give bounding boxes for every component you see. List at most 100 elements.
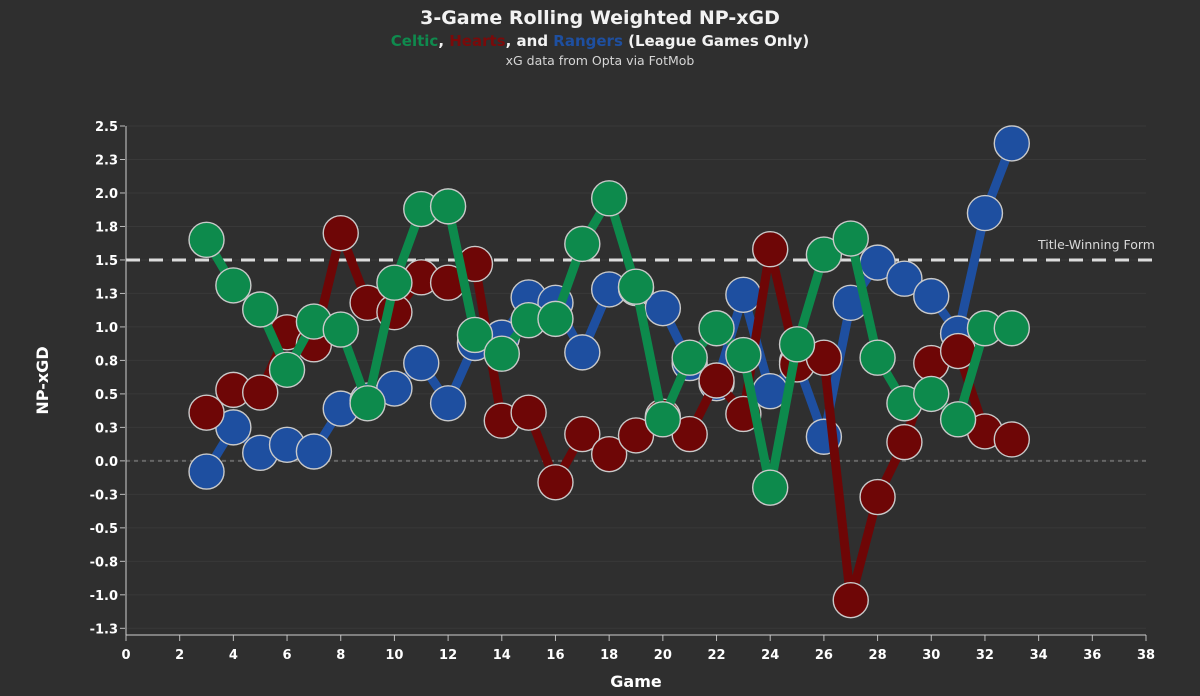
data-point-celtic <box>564 225 601 263</box>
data-point-celtic <box>698 310 735 347</box>
data-point-hearts <box>832 581 869 619</box>
x-tick-label: 26 <box>815 648 833 663</box>
x-tick-label: 30 <box>922 648 940 663</box>
x-tick-label: 28 <box>869 648 887 663</box>
x-axis-title: Game <box>610 672 662 691</box>
x-tick-label: 10 <box>385 648 403 663</box>
data-point-hearts <box>242 374 279 411</box>
data-point-celtic <box>537 300 574 338</box>
data-point-celtic <box>215 267 252 304</box>
y-tick-label: -1.0 <box>90 589 118 604</box>
data-point-rangers <box>725 276 762 313</box>
x-tick-label: 4 <box>229 648 238 663</box>
data-point-celtic <box>725 336 762 374</box>
data-point-celtic <box>483 335 520 372</box>
data-point-rangers <box>913 277 950 315</box>
data-point-hearts <box>752 231 789 268</box>
x-tick-label: 32 <box>976 648 994 663</box>
subtitle-separator-1: , <box>438 32 450 50</box>
data-point-rangers <box>886 260 923 297</box>
y-tick-label: 1.5 <box>95 254 118 269</box>
chart-header: 3-Game Rolling Weighted NP-xGD Celtic, H… <box>0 6 1200 70</box>
y-axis-title: NP-xGD <box>33 346 52 414</box>
data-point-hearts <box>322 214 359 252</box>
y-tick-label: -0.3 <box>90 488 118 503</box>
x-tick-label: 24 <box>761 648 779 663</box>
series-layer <box>188 125 1030 619</box>
y-tick-label: 0.5 <box>95 388 118 403</box>
x-tick-label: 38 <box>1137 648 1155 663</box>
data-point-celtic <box>671 339 708 376</box>
data-point-celtic <box>617 268 655 305</box>
data-point-hearts <box>859 478 896 516</box>
data-point-hearts <box>510 394 547 431</box>
data-point-celtic <box>188 221 225 259</box>
data-point-rangers <box>295 433 333 470</box>
data-source-note: xG data from Opta via FotMob <box>505 53 695 68</box>
axes-layer: 2.5 2.3 2.0 1.8 1.5 1.3 1.0 0.8 0.5 0.3 0.0 -0.3 -0.… <box>90 120 1155 663</box>
data-point-hearts <box>886 423 923 461</box>
subtitle-tail: (League Games Only) <box>622 32 810 50</box>
y-tick-label: 1.3 <box>95 287 118 302</box>
x-tick-label: 20 <box>654 648 672 663</box>
y-tick-label: 1.8 <box>95 220 118 235</box>
x-tick-label: 14 <box>493 648 511 663</box>
data-point-hearts <box>617 417 655 454</box>
title-winning-label: Title-Winning Form <box>1037 237 1155 252</box>
x-tick-label: 12 <box>439 648 457 663</box>
x-tick-label: 6 <box>283 648 292 663</box>
y-tick-label: 1.0 <box>95 321 118 336</box>
y-tick-label: -1.3 <box>90 622 118 637</box>
x-tick-label: 2 <box>175 648 184 663</box>
data-point-celtic <box>322 311 359 348</box>
data-point-hearts <box>993 421 1030 458</box>
data-point-celtic <box>590 180 628 217</box>
x-tick-label: 34 <box>1030 648 1048 663</box>
x-tick-label: 8 <box>336 648 345 663</box>
data-point-celtic <box>752 469 789 506</box>
data-point-celtic <box>429 188 467 225</box>
data-point-celtic <box>376 264 413 301</box>
x-tick-label: 16 <box>546 648 564 663</box>
data-point-celtic <box>913 375 950 413</box>
data-point-rangers <box>644 289 682 327</box>
y-tick-label: -0.8 <box>90 555 118 570</box>
x-tick-label: 18 <box>600 648 618 663</box>
data-point-celtic <box>859 339 896 376</box>
data-point-rangers <box>429 385 467 422</box>
data-point-rangers <box>564 334 601 371</box>
chart-subtitle: Celtic, Hearts, and Rangers (League Game… <box>0 30 1200 52</box>
data-point-hearts <box>188 394 225 431</box>
y-tick-label: 2.0 <box>95 187 118 202</box>
data-point-rangers <box>403 344 440 382</box>
data-point-celtic <box>268 351 306 388</box>
data-point-hearts <box>537 464 574 501</box>
subtitle-rangers: Rangers <box>553 32 623 50</box>
data-point-celtic <box>939 401 977 438</box>
data-point-celtic <box>349 385 386 422</box>
y-tick-label: 2.3 <box>95 153 118 168</box>
data-point-celtic <box>456 316 494 354</box>
subtitle-celtic: Celtic <box>390 32 439 50</box>
data-point-celtic <box>242 291 279 328</box>
data-point-rangers <box>966 194 1004 232</box>
subtitle-separator-2: , and <box>505 32 554 50</box>
data-point-celtic <box>805 236 843 273</box>
chart-title: 3-Game Rolling Weighted NP-xGD <box>420 7 780 29</box>
y-tick-label: 0.8 <box>95 354 118 369</box>
y-tick-label: 0.0 <box>95 455 118 470</box>
data-point-hearts <box>698 362 735 399</box>
reference-lines: Title-Winning Form <box>126 237 1156 462</box>
x-tick-label: 22 <box>707 648 725 663</box>
series-hearts <box>188 214 1030 619</box>
x-tick-label: 36 <box>1083 648 1101 663</box>
data-point-celtic <box>832 220 869 257</box>
data-point-celtic <box>993 310 1030 347</box>
y-tick-label: -0.5 <box>90 522 118 537</box>
y-tick-label: 0.3 <box>95 421 118 436</box>
y-tick-label: 2.5 <box>95 120 118 135</box>
data-point-celtic <box>778 326 816 363</box>
x-tick-label: 0 <box>121 648 130 663</box>
series-celtic <box>188 180 1030 506</box>
